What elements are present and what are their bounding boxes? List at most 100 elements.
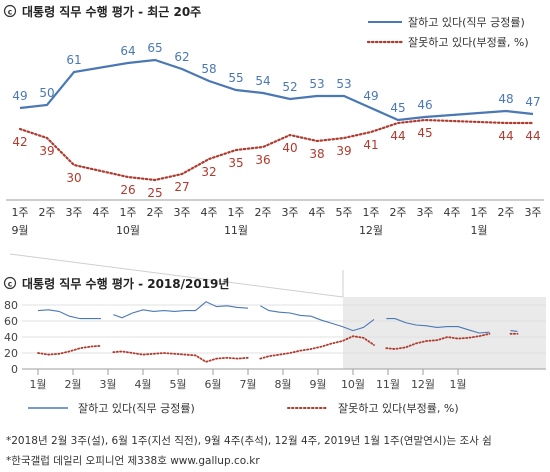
negative-value-label: 27: [174, 180, 189, 194]
negative-value-label: 35: [228, 156, 243, 170]
x-tick-week: 4주: [200, 206, 217, 219]
positive-value-label: 61: [66, 53, 81, 67]
negative-value-label: 26: [120, 183, 135, 197]
negative-value-label: 38: [309, 147, 324, 161]
x-tick-month: 7월: [239, 378, 256, 391]
legend: 잘하고 있다(직무 긍정률) 잘못하고 있다(부정률, %): [28, 401, 459, 415]
negative-value-label: 42: [12, 135, 27, 149]
positive-value-label: 58: [201, 62, 216, 76]
negative-value-label: 30: [66, 171, 81, 185]
positive-value-label: 62: [174, 50, 189, 64]
x-tick-month: 8월: [274, 378, 291, 391]
chart-title: 대통령 직무 수행 평가 - 2018/2019년: [22, 276, 229, 291]
footnote-survey-breaks: *2018년 2월 3주(설), 6월 1주(지선 직전), 9월 4주(추석)…: [6, 435, 492, 447]
negative-rate-line: [385, 332, 491, 350]
negative-value-label: 41: [363, 138, 378, 152]
x-tick-month: 10월: [341, 378, 365, 391]
x-tick-week: 2주: [38, 206, 55, 219]
x-tick-month: 1월: [449, 378, 466, 391]
negative-value-label: 39: [336, 144, 351, 158]
copyright-icon: c: [3, 4, 17, 18]
negative-value-label: 44: [498, 129, 513, 143]
positive-rate-line: [260, 305, 375, 332]
positive-value-label: 65: [147, 41, 162, 55]
positive-value-label: 48: [498, 92, 513, 106]
x-tick-month: 3월: [99, 378, 116, 391]
x-tick-week: 4주: [92, 206, 109, 219]
negative-value-label: 44: [525, 129, 540, 143]
x-tick-month: 10월: [116, 224, 140, 237]
footnote-source: *한국갤럽 데일리 오피니언 제338호 www.gallup.co.kr: [6, 455, 260, 467]
positive-value-label: 46: [417, 98, 432, 112]
negative-value-label: 39: [39, 144, 54, 158]
negative-value-label: 45: [417, 126, 432, 140]
x-tick-week: 1주: [119, 206, 136, 219]
positive-value-label: 64: [120, 44, 135, 58]
positive-value-label: 52: [282, 80, 297, 94]
recent-period-highlight: [343, 297, 546, 369]
x-tick-month: 5월: [169, 378, 186, 391]
x-tick-month: 2월: [64, 378, 81, 391]
positive-value-label: 49: [12, 89, 27, 103]
legend-positive: 잘하고 있다(직무 긍정률): [408, 15, 525, 29]
legend-positive: 잘하고 있다(직무 긍정률): [78, 401, 195, 415]
positive-value-label: 47: [525, 95, 540, 109]
positive-rate-line: [37, 309, 101, 320]
legend-negative: 잘못하고 있다(부정률, %): [338, 401, 459, 415]
positive-value-label: 55: [228, 71, 243, 85]
x-tick-week: 3주: [416, 206, 433, 219]
positive-rate-line: [19, 58, 534, 122]
y-tick-label: 0: [11, 363, 18, 376]
negative-value-label: 25: [147, 186, 162, 200]
x-tick-week: 5주: [335, 206, 352, 219]
yearly-chart: c 대통령 직무 수행 평가 - 2018/2019년 0 20 40 60 80 1월 2…: [3, 276, 546, 415]
negative-value-label: 32: [201, 165, 216, 179]
x-tick-month: 9월: [11, 224, 28, 237]
x-tick-month: 11월: [224, 224, 248, 237]
x-tick-week: 4주: [308, 206, 325, 219]
x-tick-week: 3주: [65, 206, 82, 219]
x-tick-week: 1주: [11, 206, 28, 219]
x-tick-week: 2주: [146, 206, 163, 219]
positive-rate-line: [386, 318, 490, 334]
copyright-icon: c: [3, 276, 17, 290]
chart-title: 대통령 직무 수행 평가 - 최근 20주: [22, 4, 201, 19]
x-tick-month: 6월: [204, 378, 221, 391]
positive-value-label: 53: [336, 77, 351, 91]
x-tick-month: 12월: [411, 378, 435, 391]
x-tick-week: 4주: [443, 206, 460, 219]
x-tick-week: 2주: [389, 206, 406, 219]
negative-value-label: 36: [255, 153, 270, 167]
recent-20-weeks-chart: c 대통령 직무 수행 평가 - 최근 20주 49 50 61 64 65 62 58 55…: [3, 4, 544, 237]
x-tick-week: 3주: [281, 206, 298, 219]
positive-value-label: 53: [309, 77, 324, 91]
x-tick-week: 1주: [227, 206, 244, 219]
negative-value-label: 44: [390, 129, 405, 143]
x-tick-week: 2주: [497, 206, 514, 219]
positive-value-label: 49: [363, 89, 378, 103]
positive-value-label: 50: [39, 86, 54, 100]
legend-negative: 잘못하고 있다(부정률, %): [408, 35, 529, 49]
x-tick-week: 3주: [173, 206, 190, 219]
x-tick-month: 1월: [29, 378, 46, 391]
x-tick-month: 9월: [309, 378, 326, 391]
y-tick-label: 40: [4, 331, 18, 344]
positive-rate-line: [510, 330, 518, 332]
positive-value-label: 45: [390, 101, 405, 115]
y-tick-label: 20: [4, 347, 18, 360]
x-tick-month: 12월: [359, 224, 383, 237]
x-tick-month: 4월: [134, 378, 151, 391]
negative-value-label: 40: [282, 141, 297, 155]
negative-rate-line: [37, 344, 102, 356]
svg-text:c: c: [8, 8, 12, 17]
y-tick-label: 60: [4, 315, 18, 328]
negative-rate-line: [259, 335, 375, 360]
svg-text:c: c: [8, 280, 12, 289]
negative-rate-line: [112, 350, 249, 363]
x-tick-month: 1월: [470, 224, 487, 237]
x-tick-week: 1주: [362, 206, 379, 219]
x-tick-week: 2주: [254, 206, 271, 219]
legend: 잘하고 있다(직무 긍정률) 잘못하고 있다(부정률, %): [366, 15, 529, 49]
positive-value-label: 54: [255, 74, 270, 88]
